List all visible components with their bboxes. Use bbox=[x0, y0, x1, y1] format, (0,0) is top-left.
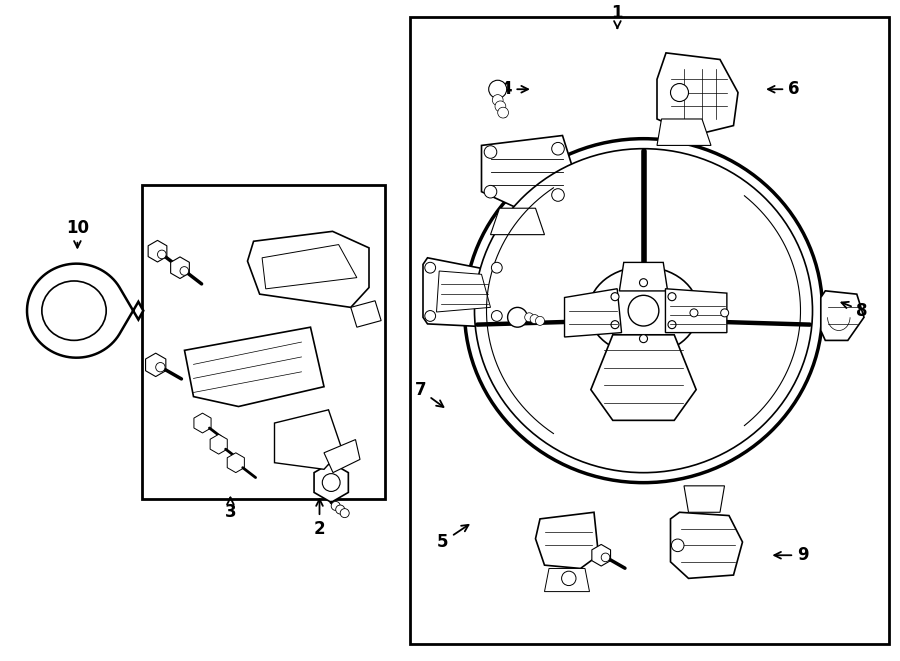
Polygon shape bbox=[194, 413, 212, 433]
Text: 3: 3 bbox=[225, 497, 236, 522]
Circle shape bbox=[552, 188, 564, 202]
Polygon shape bbox=[274, 410, 342, 469]
Circle shape bbox=[158, 250, 166, 258]
Polygon shape bbox=[171, 257, 189, 278]
Circle shape bbox=[491, 311, 502, 321]
Ellipse shape bbox=[464, 139, 823, 483]
Polygon shape bbox=[536, 512, 598, 568]
Circle shape bbox=[498, 107, 508, 118]
Bar bbox=[410, 17, 889, 644]
Polygon shape bbox=[670, 512, 742, 578]
Polygon shape bbox=[436, 271, 491, 312]
Circle shape bbox=[721, 309, 729, 317]
Polygon shape bbox=[184, 327, 324, 407]
Bar bbox=[142, 185, 385, 499]
Circle shape bbox=[425, 262, 436, 273]
Ellipse shape bbox=[474, 149, 813, 473]
Text: 6: 6 bbox=[768, 80, 799, 98]
Circle shape bbox=[492, 95, 503, 106]
Polygon shape bbox=[592, 545, 610, 566]
Polygon shape bbox=[590, 335, 697, 420]
Circle shape bbox=[336, 505, 345, 514]
Polygon shape bbox=[657, 119, 711, 145]
Polygon shape bbox=[657, 53, 738, 136]
Polygon shape bbox=[351, 301, 382, 327]
Polygon shape bbox=[665, 289, 727, 332]
Polygon shape bbox=[314, 463, 348, 502]
Text: 5: 5 bbox=[437, 525, 469, 551]
Polygon shape bbox=[491, 208, 544, 235]
Text: 1: 1 bbox=[612, 4, 623, 28]
Text: 4: 4 bbox=[500, 80, 528, 98]
Circle shape bbox=[156, 362, 165, 372]
Circle shape bbox=[340, 508, 349, 518]
Circle shape bbox=[640, 279, 647, 287]
Circle shape bbox=[484, 145, 497, 159]
Circle shape bbox=[536, 317, 544, 325]
Circle shape bbox=[562, 571, 576, 586]
Circle shape bbox=[489, 80, 507, 98]
Polygon shape bbox=[423, 258, 508, 327]
Circle shape bbox=[601, 553, 610, 562]
Circle shape bbox=[552, 142, 564, 155]
Circle shape bbox=[671, 539, 684, 552]
Polygon shape bbox=[324, 440, 360, 473]
Polygon shape bbox=[821, 291, 864, 340]
Circle shape bbox=[495, 101, 506, 112]
Circle shape bbox=[530, 315, 539, 324]
Polygon shape bbox=[482, 136, 576, 208]
Circle shape bbox=[690, 309, 698, 317]
Circle shape bbox=[628, 295, 659, 326]
Text: 2: 2 bbox=[314, 499, 325, 538]
Circle shape bbox=[322, 474, 340, 491]
Polygon shape bbox=[148, 241, 166, 262]
Circle shape bbox=[668, 293, 676, 301]
Circle shape bbox=[670, 83, 688, 102]
Text: 10: 10 bbox=[66, 219, 89, 248]
Polygon shape bbox=[27, 264, 143, 358]
Text: 8: 8 bbox=[842, 301, 868, 320]
Circle shape bbox=[180, 266, 189, 275]
Circle shape bbox=[508, 307, 527, 327]
Ellipse shape bbox=[595, 271, 692, 350]
Circle shape bbox=[525, 313, 534, 322]
Text: 9: 9 bbox=[774, 546, 808, 564]
Polygon shape bbox=[248, 231, 369, 307]
Circle shape bbox=[611, 293, 619, 301]
Polygon shape bbox=[544, 568, 590, 592]
Polygon shape bbox=[146, 353, 166, 377]
Ellipse shape bbox=[41, 281, 106, 340]
Circle shape bbox=[331, 502, 340, 510]
Circle shape bbox=[491, 262, 502, 273]
Circle shape bbox=[425, 311, 436, 321]
Circle shape bbox=[668, 321, 676, 329]
Circle shape bbox=[611, 321, 619, 329]
Polygon shape bbox=[564, 289, 622, 337]
Polygon shape bbox=[210, 434, 228, 454]
Text: 7: 7 bbox=[415, 381, 444, 407]
Circle shape bbox=[484, 185, 497, 198]
Polygon shape bbox=[262, 245, 356, 289]
Polygon shape bbox=[684, 486, 724, 512]
Circle shape bbox=[640, 334, 647, 342]
Polygon shape bbox=[227, 453, 245, 473]
Ellipse shape bbox=[589, 267, 698, 354]
Polygon shape bbox=[619, 262, 668, 291]
